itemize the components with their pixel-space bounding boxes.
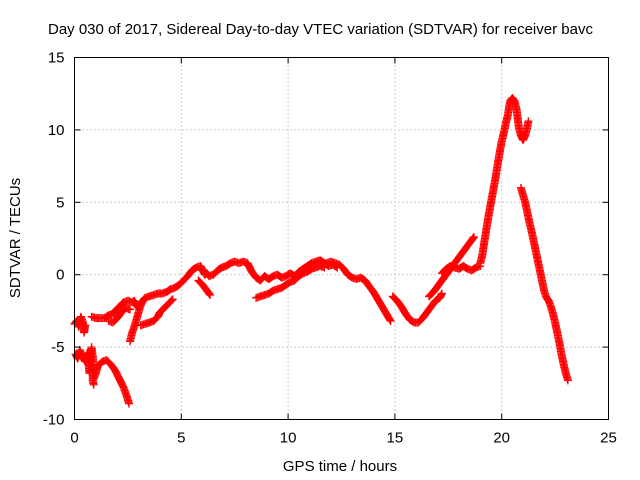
x-tick-label: 20 (493, 430, 510, 447)
series-arc3 (89, 356, 133, 408)
series-arc6 (126, 256, 342, 346)
data-point-marker (167, 296, 176, 305)
data-point-marker (124, 399, 133, 408)
series-arc10 (322, 257, 395, 326)
data-point-marker (469, 234, 478, 243)
series-arc5 (104, 304, 135, 327)
plot-frame (74, 57, 609, 420)
series-arc13 (437, 262, 485, 278)
data-point-marker (509, 95, 518, 104)
data-point-marker (320, 263, 329, 272)
x-tick-label: 15 (387, 430, 404, 447)
series-arc1 (70, 312, 90, 337)
series-arc8 (194, 276, 215, 299)
data-point-marker (126, 305, 135, 314)
data-point-marker (468, 234, 477, 243)
series-arc14 (476, 94, 533, 268)
axis-ticks: 0 5 10 15 20 25 -10 -5 0 5 10 15 (43, 50, 617, 447)
x-tick-label: 10 (280, 430, 297, 447)
y-tick-label: 0 (56, 267, 64, 284)
data-point-marker (206, 290, 215, 299)
data-point-marker (524, 117, 533, 126)
grid (74, 57, 609, 420)
data-point-marker (437, 289, 446, 298)
y-tick-label: -10 (43, 412, 65, 429)
y-tick-label: -5 (51, 339, 64, 356)
x-tick-label: 25 (600, 430, 617, 447)
chart-title: Day 030 of 2017, Sidereal Day-to-day VTE… (48, 21, 593, 38)
data-points (70, 94, 572, 408)
data-point-marker (205, 289, 214, 298)
series-arc11 (388, 289, 446, 327)
data-point-marker (168, 295, 177, 304)
x-tick-label: 5 (177, 430, 185, 447)
data-point-marker (81, 321, 90, 330)
series-arc7 (136, 295, 177, 330)
x-tick-label: 0 (70, 430, 78, 447)
y-tick-label: 10 (48, 122, 65, 139)
y-tick-label: 5 (56, 194, 64, 211)
data-point-marker (385, 315, 394, 324)
x-axis-label: GPS time / hours (283, 458, 397, 475)
data-point-marker (563, 376, 572, 385)
y-tick-label: 15 (48, 50, 65, 67)
data-point-marker (469, 233, 478, 242)
series-arc15 (516, 183, 572, 385)
y-axis-label: SDTVAR / TECUs (7, 178, 24, 298)
data-point-marker (543, 294, 552, 303)
data-point-marker (386, 317, 395, 326)
series-arc9 (252, 262, 329, 302)
